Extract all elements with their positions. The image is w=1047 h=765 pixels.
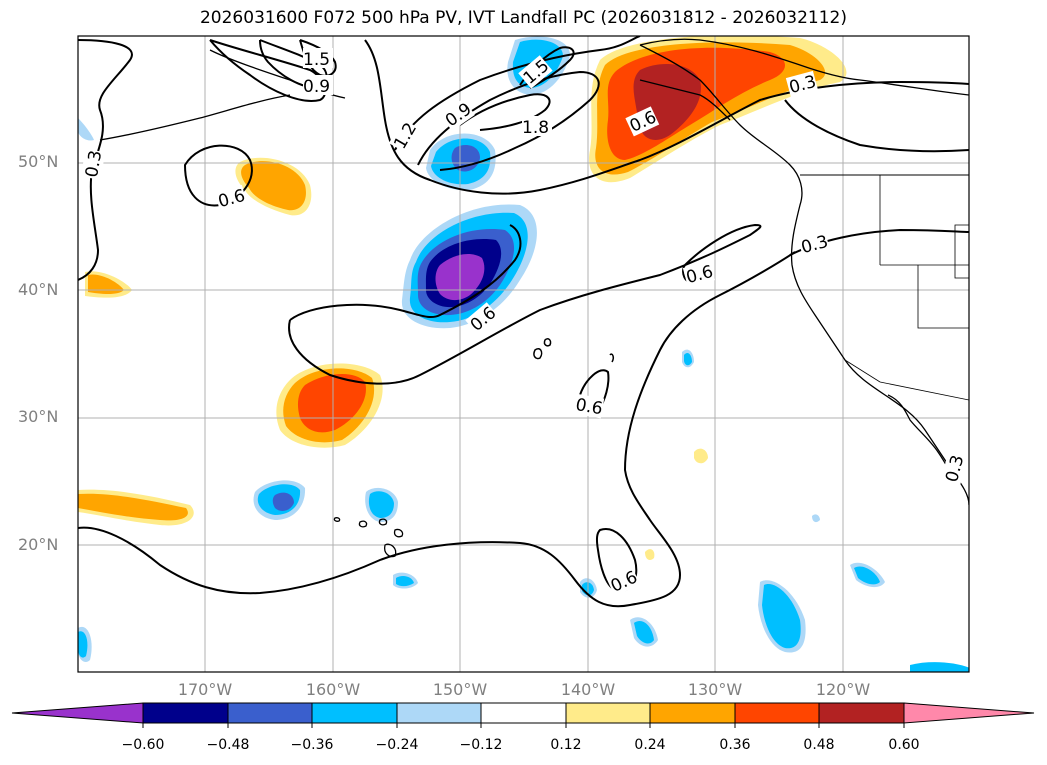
negative-anomaly-sw-36 bbox=[272, 492, 294, 511]
colorbar-extend-max bbox=[903, 702, 1035, 724]
colorbar-segment bbox=[142, 702, 229, 724]
colorbar-segment bbox=[565, 702, 651, 724]
positive-anomaly-spot-2 bbox=[645, 549, 655, 560]
colorbar-segment bbox=[480, 702, 567, 724]
negative-anomaly-spot-5-24 bbox=[854, 566, 880, 585]
colorbar-tick: 0.12 bbox=[550, 737, 582, 753]
lat-label-20n: 20°N bbox=[18, 535, 59, 554]
colorbar-segment bbox=[818, 702, 905, 724]
negative-anomaly-hawaii-24 bbox=[368, 491, 394, 518]
contour-label: 0.9 bbox=[303, 77, 330, 97]
map-title: 2026031600 F072 500 hPa PV, IVT Landfall… bbox=[199, 8, 847, 28]
negative-anomaly-spot-1-24 bbox=[396, 575, 414, 587]
map-frame bbox=[77, 35, 970, 673]
positive-anomaly-west-24 bbox=[88, 274, 124, 294]
negative-anomaly-spot-3-24 bbox=[634, 620, 654, 644]
colorbar-segment bbox=[734, 702, 820, 724]
contour-label: 1.5 bbox=[303, 50, 330, 70]
lon-label-120w: 120°W bbox=[815, 680, 871, 699]
graticule bbox=[78, 36, 969, 672]
colorbar-tick: −0.24 bbox=[375, 737, 419, 753]
lon-label-140w: 140°W bbox=[560, 680, 616, 699]
contour-label: 0.6 bbox=[574, 395, 604, 419]
negative-anomaly-spot-7 bbox=[910, 662, 969, 672]
colorbar-extend-min bbox=[11, 702, 144, 724]
colorbar-tick: −0.48 bbox=[206, 737, 250, 753]
contour-label: 0.3 bbox=[82, 149, 106, 179]
colorbar-segment bbox=[227, 702, 313, 724]
positive-anomaly-small-24 bbox=[241, 161, 306, 211]
map-plot-area: 1.5 0.9 1.2 0.9 1.5 1.8 0.6 0.3 0.3 0.6 … bbox=[78, 36, 969, 672]
colorbar-tick: 0.48 bbox=[803, 737, 835, 753]
colorbar-tick: 0.36 bbox=[719, 737, 751, 753]
lat-label-50n: 50°N bbox=[18, 152, 59, 171]
colorbar-tick: −0.60 bbox=[121, 737, 165, 753]
lat-label-40n: 40°N bbox=[18, 280, 59, 299]
lon-label-160w: 160°W bbox=[305, 680, 361, 699]
colorbar-segment bbox=[396, 702, 482, 724]
negative-anomaly-spot-9 bbox=[812, 514, 820, 523]
negative-anomaly-spot-4-24 bbox=[684, 352, 692, 366]
lon-label-130w: 130°W bbox=[687, 680, 743, 699]
colorbar-segment bbox=[311, 702, 398, 724]
colorbar-tick: −0.12 bbox=[459, 737, 503, 753]
negative-anomaly-spot-8 bbox=[78, 118, 94, 141]
colorbar-tick: 0.24 bbox=[634, 737, 666, 753]
lon-label-170w: 170°W bbox=[177, 680, 233, 699]
lat-label-30n: 30°N bbox=[18, 407, 59, 426]
negative-anomaly-se-24 bbox=[762, 583, 801, 649]
colorbar-segment bbox=[649, 702, 736, 724]
colorbar bbox=[11, 702, 1035, 728]
colorbar-tick: −0.36 bbox=[290, 737, 334, 753]
colorbar-tick: 0.60 bbox=[888, 737, 920, 753]
positive-anomaly-band-24 bbox=[78, 493, 188, 521]
positive-anomaly-spot bbox=[694, 448, 708, 464]
lon-label-150w: 150°W bbox=[432, 680, 488, 699]
contour-label: 1.8 bbox=[522, 118, 549, 138]
negative-anomaly-spot-6-24 bbox=[78, 631, 88, 658]
